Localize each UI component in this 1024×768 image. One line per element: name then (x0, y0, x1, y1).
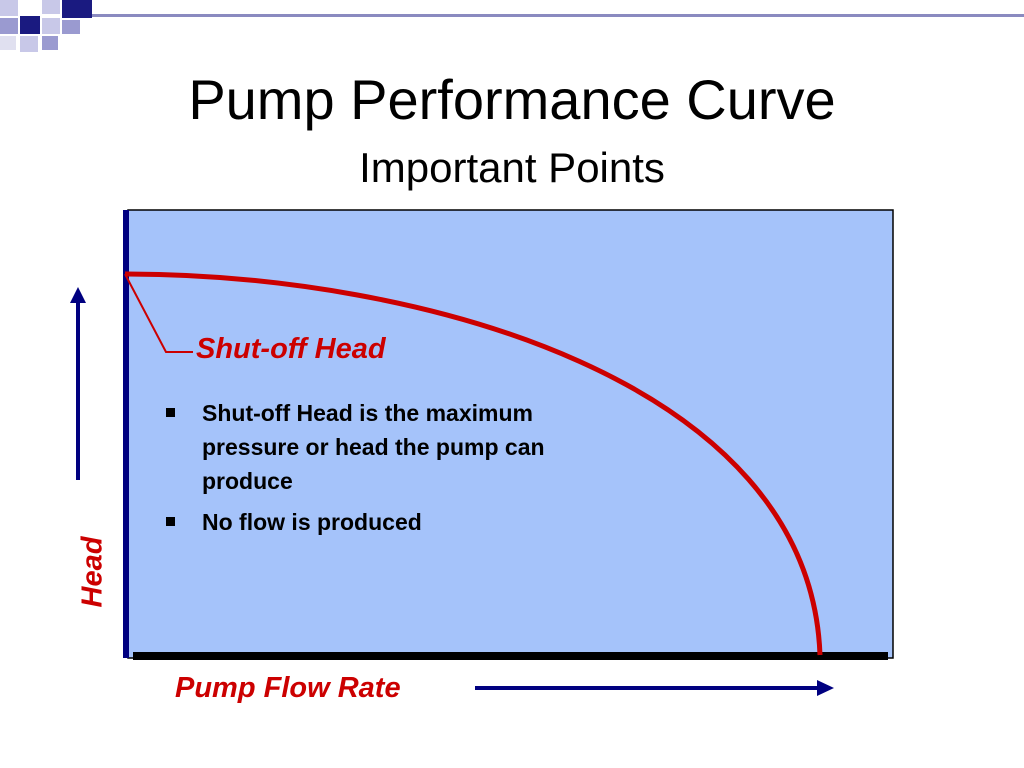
slide-title: Pump Performance Curve (188, 68, 836, 131)
x-axis-line (133, 652, 888, 660)
bullet-square-icon (166, 517, 175, 526)
bullet-square-icon (166, 408, 175, 417)
corner-decoration (0, 0, 1024, 52)
y-axis-label: Head (76, 536, 109, 608)
flow-arrow-icon (817, 680, 834, 696)
y-axis-line (123, 210, 129, 658)
bullet-item: No flow is produced (162, 505, 632, 539)
bullet-text: No flow is produced (202, 509, 422, 535)
pump-performance-curve (124, 271, 823, 656)
bullet-text: Shut-off Head is the maximum pressure or… (202, 400, 545, 494)
bullet-list: Shut-off Head is the maximum pressure or… (162, 396, 632, 546)
callout-leader-line (124, 273, 193, 353)
title-rule (90, 14, 1024, 17)
head-arrow-icon (70, 287, 86, 303)
plot-area (127, 209, 894, 659)
shutoff-head-callout: Shut-off Head (196, 333, 386, 365)
x-axis-label: Pump Flow Rate (175, 672, 401, 704)
slide-subtitle: Important Points (359, 144, 665, 191)
bullet-item: Shut-off Head is the maximum pressure or… (162, 396, 632, 498)
